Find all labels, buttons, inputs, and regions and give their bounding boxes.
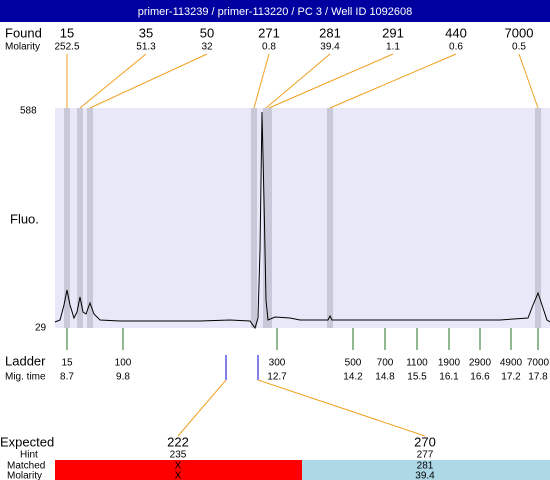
found-size: 271 <box>258 25 280 40</box>
peak-connector <box>79 53 147 109</box>
matched-label: Matched <box>7 461 45 472</box>
mig-time-label: Mig. time <box>5 372 46 383</box>
matched-molarity: 39.4 <box>415 471 435 480</box>
matched-bar-red <box>55 460 302 480</box>
matched-bar-blue <box>302 460 550 480</box>
peak-connector <box>329 53 457 109</box>
peak-band <box>327 108 333 328</box>
ladder-size: 700 <box>377 358 394 369</box>
found-molarity: 0.5 <box>512 42 526 53</box>
connector <box>257 379 426 437</box>
found-molarity: 39.4 <box>320 42 340 53</box>
ladder-time: 8.7 <box>60 372 74 383</box>
hint-size: 235 <box>170 450 187 461</box>
found-size: 7000 <box>505 25 534 40</box>
hint-size: 277 <box>417 450 434 461</box>
expected-size: 270 <box>414 434 436 449</box>
peak-connector <box>253 53 270 109</box>
y-max-label: 588 <box>20 106 37 117</box>
peak-band <box>251 108 257 328</box>
found-molarity: 0.8 <box>262 42 276 53</box>
hint-label: Hint <box>20 450 38 461</box>
ladder-size: 100 <box>115 358 132 369</box>
header-title: primer-113239 / primer-113220 / PC 3 / W… <box>138 6 413 18</box>
ladder-time: 16.1 <box>439 372 459 383</box>
ladder-size: 15 <box>61 358 73 369</box>
found-size: 50 <box>200 25 214 40</box>
peak-band <box>77 108 83 328</box>
peak-band <box>535 108 541 328</box>
matched-size: 281 <box>417 461 434 472</box>
ladder-time: 12.7 <box>267 372 287 383</box>
found-label: Found <box>5 25 42 40</box>
found-molarity: 51.3 <box>136 42 156 53</box>
trace <box>54 111 550 330</box>
found-size: 291 <box>382 25 404 40</box>
found-size: 35 <box>139 25 153 40</box>
peak-connector <box>268 53 394 109</box>
peak-connector <box>518 53 539 109</box>
found-molarity: 32 <box>201 42 213 53</box>
header-bar <box>0 0 550 22</box>
expected-label: Expected <box>0 434 54 449</box>
ladder-size: 2900 <box>469 358 492 369</box>
y-axis-label: Fluo. <box>10 211 39 226</box>
ladder-time: 17.2 <box>501 372 521 383</box>
ladder-size: 1900 <box>438 358 461 369</box>
peak-band <box>64 108 70 328</box>
ladder-size: 1100 <box>406 358 428 369</box>
peak-band <box>266 108 272 328</box>
matched-molarity: X <box>175 471 182 480</box>
y-min-label: 29 <box>35 323 47 334</box>
ladder-time: 9.8 <box>116 372 130 383</box>
found-size: 440 <box>445 25 467 40</box>
ladder-size: 300 <box>269 358 286 369</box>
ladder-time: 14.2 <box>343 372 363 383</box>
found-size: 281 <box>319 25 341 40</box>
ladder-time: 16.6 <box>470 372 490 383</box>
expected-size: 222 <box>167 434 189 449</box>
molarity-label: Molarity <box>5 42 40 53</box>
connector <box>177 379 227 437</box>
ladder-label: Ladder <box>5 353 46 368</box>
ladder-time: 14.8 <box>375 372 395 383</box>
peak-connector <box>265 53 331 109</box>
ladder-size: 7000 <box>527 358 550 369</box>
peak-band <box>87 108 93 328</box>
ladder-size: 500 <box>345 358 362 369</box>
ladder-time: 15.5 <box>407 372 427 383</box>
molarity-row-label: Molarity <box>7 471 42 480</box>
ladder-time: 17.8 <box>528 372 548 383</box>
found-molarity: 0.6 <box>449 42 463 53</box>
matched-size: X <box>175 461 182 472</box>
found-size: 15 <box>60 25 74 40</box>
plot-area <box>55 108 550 328</box>
peak-connector <box>89 53 208 109</box>
ladder-size: 4900 <box>500 358 523 369</box>
found-molarity: 1.1 <box>386 42 400 53</box>
found-molarity: 252.5 <box>54 42 79 53</box>
